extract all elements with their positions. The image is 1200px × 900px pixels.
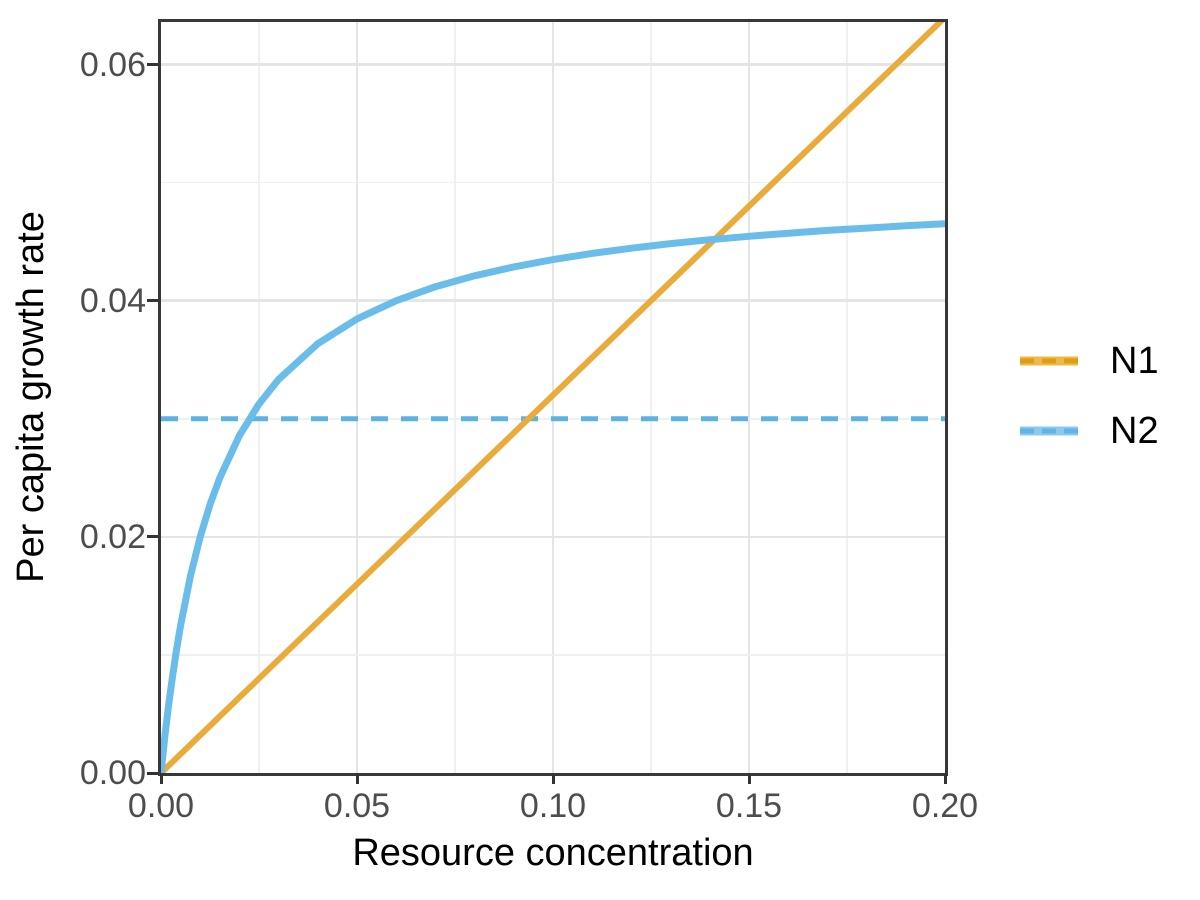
horizontal-major-gridline: [161, 535, 945, 539]
horizontal-major-gridline: [161, 63, 945, 66]
x-axis-tick: [747, 774, 751, 784]
x-axis-title: Resource concentration: [352, 832, 754, 874]
legend-key-n1-icon: [1020, 356, 1078, 366]
vertical-minor-gridline: [454, 22, 456, 773]
x-tick-label: 0.15: [715, 787, 783, 825]
panel-border: [158, 19, 948, 776]
legend-label-n2: N2: [1110, 410, 1159, 452]
horizontal-minor-gridline: [161, 654, 945, 656]
plot-area: [161, 22, 945, 773]
x-axis-tick: [943, 774, 947, 784]
horizontal-minor-gridline: [161, 181, 945, 184]
vertical-major-gridline: [355, 22, 359, 773]
legend-item-n1: N1: [1020, 342, 1159, 380]
y-tick-label: 0.04: [79, 281, 146, 320]
y-axis-tick: [147, 535, 158, 539]
y-axis-title: Per capita growth rate: [10, 211, 52, 583]
legend-item-n2: N2: [1020, 412, 1159, 450]
n2-line: [161, 220, 945, 773]
y-tick-label: 0.00: [79, 754, 146, 792]
plot-lines: [161, 22, 945, 773]
legend: N1 N2: [1020, 342, 1159, 450]
y-tick-label: 0.02: [79, 517, 146, 556]
x-axis-tick: [159, 774, 163, 784]
x-axis-tick: [551, 774, 555, 784]
horizontal-major-gridline: [161, 299, 945, 302]
x-tick-label: 0.20: [911, 787, 979, 825]
y-axis-tick: [147, 63, 158, 66]
vertical-minor-gridline: [650, 22, 652, 773]
x-tick-label: 0.10: [519, 787, 587, 825]
x-tick-label: 0.00: [127, 787, 195, 825]
n1-line: [161, 22, 945, 773]
legend-label-n1: N1: [1110, 340, 1159, 382]
vertical-major-gridline: [747, 22, 751, 773]
y-tick-label: 0.06: [79, 45, 146, 84]
x-axis-tick: [355, 774, 359, 784]
legend-key-n2-icon: [1020, 426, 1078, 436]
vertical-minor-gridline: [846, 22, 848, 773]
vertical-minor-gridline: [258, 22, 260, 773]
y-axis-tick: [147, 771, 158, 775]
x-tick-label: 0.05: [323, 787, 391, 825]
y-axis-tick: [147, 299, 158, 303]
